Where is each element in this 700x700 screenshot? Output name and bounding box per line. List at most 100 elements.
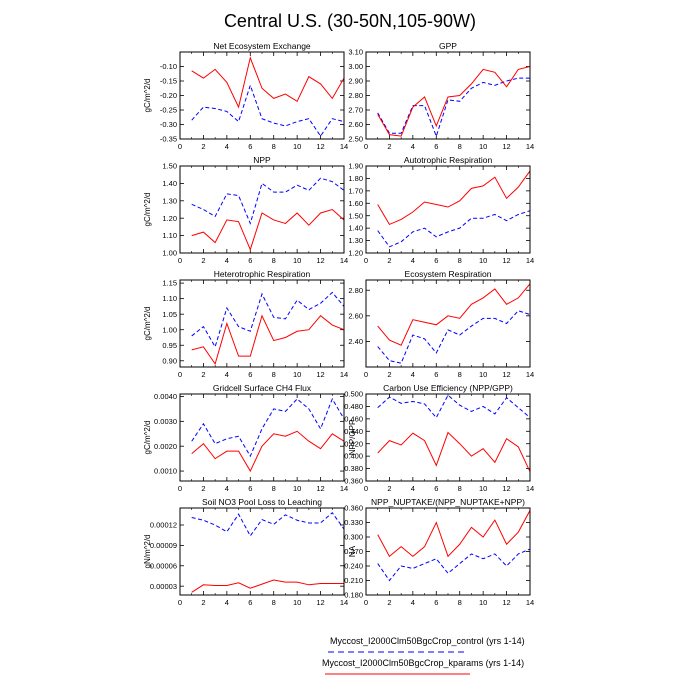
x-tick-label: 6 <box>248 142 252 151</box>
y-tick-label: -0.35 <box>160 135 177 144</box>
x-tick-label: 14 <box>526 142 534 151</box>
y-tick-label: 1.30 <box>162 196 177 205</box>
x-tick-label: 2 <box>387 370 391 379</box>
x-tick-label: 10 <box>293 484 301 493</box>
series-line-control <box>377 210 530 248</box>
y-tick-label: 0.420 <box>344 439 363 448</box>
x-tick-label: 14 <box>526 598 534 607</box>
series-line-control <box>191 177 344 225</box>
panel-5: Heterotrophic Respiration gC/m^2/d 0 2 4 6 8 10… <box>143 269 348 379</box>
x-tick-label: 8 <box>272 256 276 265</box>
x-tick-label: 0 <box>178 142 182 151</box>
y-tick-label: 1.40 <box>348 224 363 233</box>
y-tick-label: 1.10 <box>162 231 177 240</box>
panel-8: Carbon Use Efficiency (NPP/GPP) NPP/GPP 0 2… <box>344 383 534 493</box>
panel-6: Ecosystem Respiration 0 2 4 6 8 10 12 14 2.40 2.60… <box>348 269 534 379</box>
y-tick-label: 1.40 <box>162 179 177 188</box>
x-tick-label: 14 <box>526 484 534 493</box>
x-tick-label: 14 <box>340 484 348 493</box>
x-tick-label: 14 <box>340 598 348 607</box>
x-tick-label: 4 <box>411 142 415 151</box>
plot-frame <box>179 165 345 254</box>
x-tick-label: 0 <box>364 484 368 493</box>
x-tick-label: 8 <box>272 598 276 607</box>
y-tick-label: 2.80 <box>348 286 363 295</box>
series-line-control <box>377 394 530 419</box>
x-tick-label: 12 <box>502 142 510 151</box>
x-tick-label: 8 <box>458 598 462 607</box>
series-line-control <box>377 77 530 138</box>
y-tick-label: 0.360 <box>344 504 363 513</box>
y-tick-label: 2.70 <box>348 106 363 115</box>
x-tick-label: 12 <box>316 598 324 607</box>
y-tick-label: 1.00 <box>162 325 177 334</box>
plot-frame <box>365 507 531 596</box>
y-axis-label: NA <box>348 545 357 557</box>
panel-4: Autotrophic Respiration 0 2 4 6 8 10 12 14 1.20 1.… <box>348 155 534 265</box>
x-tick-label: 12 <box>316 370 324 379</box>
y-tick-label: -0.25 <box>160 106 177 115</box>
x-tick-label: 2 <box>387 484 391 493</box>
x-tick-label: 0 <box>364 142 368 151</box>
y-tick-label: 0.90 <box>162 356 177 365</box>
y-tick-label: 0.330 <box>344 518 363 527</box>
y-axis-label: gN/m^2/d <box>143 535 152 569</box>
y-tick-label: -0.15 <box>160 77 177 86</box>
y-tick-label: 0.460 <box>344 414 363 423</box>
x-tick-label: 4 <box>225 484 229 493</box>
panel-title: Ecosystem Respiration <box>405 269 492 279</box>
x-tick-label: 2 <box>201 370 205 379</box>
y-tick-label: 2.60 <box>348 120 363 129</box>
x-tick-label: 0 <box>364 256 368 265</box>
panel-title: Soil NO3 Pool Loss to Leaching <box>202 497 322 507</box>
y-axis-label: gC/m^2/d <box>143 79 152 113</box>
x-tick-label: 6 <box>434 256 438 265</box>
x-tick-label: 6 <box>434 142 438 151</box>
x-tick-label: 4 <box>411 484 415 493</box>
y-tick-label: 0.0020 <box>154 442 177 451</box>
y-axis-label: gC/m^2/d <box>143 421 152 455</box>
y-tick-label: 0.00012 <box>150 521 177 530</box>
y-tick-label: 1.90 <box>348 162 363 171</box>
y-tick-label: 2.60 <box>348 311 363 320</box>
x-tick-label: 6 <box>434 370 438 379</box>
x-tick-label: 12 <box>502 598 510 607</box>
y-tick-label: -0.10 <box>160 62 177 71</box>
x-tick-label: 2 <box>387 598 391 607</box>
y-tick-label: 0.240 <box>344 562 363 571</box>
y-tick-label: -0.20 <box>160 91 177 100</box>
x-tick-label: 8 <box>272 142 276 151</box>
series-line-kparams <box>191 56 344 109</box>
plot-frame <box>365 393 531 482</box>
x-tick-label: 14 <box>340 142 348 151</box>
y-axis-label: NPP/GPP <box>348 420 357 456</box>
panel-title: Heterotrophic Respiration <box>214 269 311 279</box>
y-tick-label: 2.50 <box>348 135 363 144</box>
y-tick-label: 0.400 <box>344 452 363 461</box>
y-tick-label: 0.210 <box>344 576 363 585</box>
x-tick-label: 0 <box>364 370 368 379</box>
x-tick-label: 6 <box>248 370 252 379</box>
x-tick-label: 6 <box>434 598 438 607</box>
x-tick-label: 4 <box>411 598 415 607</box>
panel-3: NPP gC/m^2/d 0 2 4 6 8 10 12 14 1.00 1.10 1.20 1.30 1.… <box>143 155 348 265</box>
plot-frame <box>179 393 345 482</box>
y-tick-label: 0.270 <box>344 547 363 556</box>
y-tick-label: 0.0040 <box>154 392 177 401</box>
x-tick-label: 0 <box>178 484 182 493</box>
x-tick-label: 14 <box>526 370 534 379</box>
y-tick-label: 1.00 <box>162 249 177 258</box>
x-tick-label: 8 <box>272 484 276 493</box>
y-tick-label: 0.0030 <box>154 417 177 426</box>
y-axis-label: gC/m^2/d <box>143 307 152 341</box>
x-tick-label: 6 <box>248 256 252 265</box>
y-tick-label: -0.30 <box>160 120 177 129</box>
y-tick-label: 0.00006 <box>150 561 177 570</box>
x-tick-label: 12 <box>502 484 510 493</box>
series-line-control <box>191 83 344 137</box>
series-line-kparams <box>377 431 530 472</box>
x-tick-label: 0 <box>178 598 182 607</box>
panel-title: Autotrophic Respiration <box>404 155 493 165</box>
y-tick-label: 3.10 <box>348 48 363 57</box>
